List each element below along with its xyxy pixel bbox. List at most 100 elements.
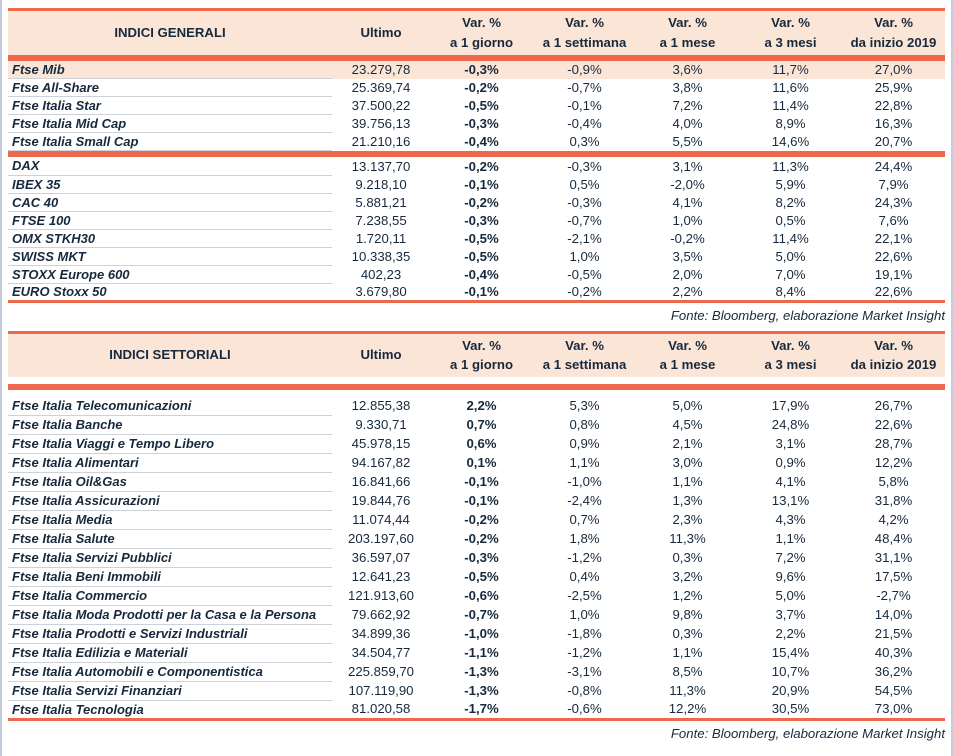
var-cell: 24,3% bbox=[874, 194, 913, 210]
index-name-cell: EURO Stoxx 50 bbox=[8, 283, 332, 302]
var-cell: 48,4% bbox=[874, 531, 913, 547]
header-row: INDICI SETTORIALI Ultimo Var. % a 1 giorn… bbox=[8, 332, 945, 378]
var-cell: -1,0% bbox=[567, 474, 602, 490]
indici-settoriali-table: INDICI SETTORIALI Ultimo Var. % a 1 giorn… bbox=[2, 330, 951, 721]
var-cell: -0,2% bbox=[464, 194, 499, 210]
var-cell: -0,3% bbox=[464, 212, 499, 228]
ultimo-cell: 10.338,35 bbox=[351, 248, 411, 264]
col-header-var-1-giorno: Var. % a 1 giorno bbox=[449, 15, 513, 50]
ultimo-cell: 12.855,38 bbox=[351, 398, 411, 414]
var-cell: 7,6% bbox=[878, 212, 909, 228]
table-row: STOXX Europe 600 402,23 -0,4% -0,5% 2,0% 7,0%… bbox=[8, 265, 945, 284]
var-cell: 3,6% bbox=[672, 62, 703, 78]
var-cell: 27,0% bbox=[874, 62, 913, 78]
var-cell: -0,1% bbox=[464, 176, 499, 192]
ultimo-cell: 225.859,70 bbox=[347, 664, 414, 680]
table-row: Ftse Italia Oil&Gas 16.841,66 -0,1% -1,0% 1,… bbox=[8, 472, 945, 492]
table-row: Ftse Italia Beni Immobili 12.641,23 -0,5% 0… bbox=[8, 567, 945, 587]
var-cell: -0,3% bbox=[567, 158, 602, 174]
col-header-var-1-settimana: Var. % a 1 settimana bbox=[542, 337, 627, 373]
var-cell: 25,9% bbox=[874, 80, 913, 96]
var-cell: 1,8% bbox=[569, 531, 600, 547]
var-cell: -0,2% bbox=[464, 512, 499, 528]
index-name-cell: SWISS MKT bbox=[8, 247, 332, 266]
var-cell: -0,3% bbox=[567, 194, 602, 210]
ultimo-cell: 402,23 bbox=[360, 266, 402, 282]
index-name-cell: Ftse Italia Salute bbox=[8, 529, 332, 549]
index-name-cell: CAC 40 bbox=[8, 193, 332, 212]
var-cell: -0,7% bbox=[464, 607, 499, 623]
var-cell: 31,1% bbox=[874, 550, 913, 566]
var-cell: 12,2% bbox=[668, 701, 707, 717]
table-row: Ftse Italia Mid Cap 39.756,13 -0,3% -0,4% 4,… bbox=[8, 114, 945, 134]
index-name-cell: Ftse Italia Edilizia e Materiali bbox=[8, 643, 332, 663]
var-cell: 8,5% bbox=[672, 664, 703, 680]
ultimo-cell: 25.369,74 bbox=[351, 80, 411, 96]
var-cell: -0,2% bbox=[567, 283, 602, 299]
var-cell: 9,8% bbox=[672, 607, 703, 623]
var-cell: 24,4% bbox=[874, 158, 913, 174]
index-name-cell: Ftse Italia Banche bbox=[8, 415, 332, 435]
table-row: Ftse Italia Salute 203.197,60 -0,2% 1,8% 11,… bbox=[8, 529, 945, 549]
var-cell: 22,6% bbox=[874, 417, 913, 433]
var-cell: -0,5% bbox=[464, 569, 499, 585]
table-row: Ftse Italia Servizi Pubblici 36.597,07 -0,… bbox=[8, 548, 945, 568]
var-cell: -1,8% bbox=[567, 626, 602, 642]
table-row: Ftse All-Share 25.369,74 -0,2% -0,7% 3,8% 11,… bbox=[8, 78, 945, 98]
var-cell: 12,2% bbox=[874, 455, 913, 471]
var-cell: 11,7% bbox=[772, 62, 809, 78]
var-cell: 1,1% bbox=[672, 474, 703, 490]
col-header-var-1-mese: Var. % a 1 mese bbox=[659, 337, 716, 373]
index-name-cell: Ftse Italia Moda Prodotti per la Casa e … bbox=[8, 605, 332, 625]
var-cell: -2,5% bbox=[567, 588, 602, 604]
var-cell: 40,3% bbox=[874, 645, 913, 661]
var-cell: -0,4% bbox=[464, 266, 499, 282]
var-cell: -2,0% bbox=[670, 176, 705, 192]
var-cell: 4,1% bbox=[672, 194, 703, 210]
col-header-var-inizio-2019: Var. % da inizio 2019 bbox=[850, 337, 937, 373]
var-cell: 1,1% bbox=[672, 645, 703, 661]
var-cell: 2,2% bbox=[466, 398, 497, 414]
var-cell: 1,0% bbox=[672, 212, 703, 228]
index-name-cell: Ftse Italia Commercio bbox=[8, 586, 332, 606]
var-cell: 2,3% bbox=[672, 512, 703, 528]
ultimo-cell: 16.841,66 bbox=[351, 474, 411, 490]
col-header-var-1-settimana: Var. % a 1 settimana bbox=[542, 15, 627, 50]
var-cell: 4,5% bbox=[672, 417, 703, 433]
index-name-cell: Ftse Italia Beni Immobili bbox=[8, 567, 332, 587]
ultimo-cell: 23.279,78 bbox=[351, 62, 411, 78]
ultimo-cell: 34.899,36 bbox=[351, 626, 411, 642]
index-name-cell: OMX STKH30 bbox=[8, 229, 332, 248]
var-cell: 0,4% bbox=[569, 569, 600, 585]
index-name-cell: Ftse Italia Media bbox=[8, 510, 332, 530]
ultimo-cell: 121.913,60 bbox=[347, 588, 414, 604]
var-cell: 22,1% bbox=[874, 230, 913, 246]
index-name-cell: Ftse Italia Telecomunicazioni bbox=[8, 396, 332, 416]
var-cell: 0,3% bbox=[672, 550, 703, 566]
var-cell: -1,3% bbox=[464, 683, 499, 699]
var-cell: -0,9% bbox=[567, 62, 602, 78]
index-name-cell: Ftse Italia Automobili e Componentistica bbox=[8, 662, 332, 682]
index-name-cell: FTSE 100 bbox=[8, 211, 332, 230]
var-cell: 0,5% bbox=[775, 212, 806, 228]
var-cell: -0,2% bbox=[464, 80, 499, 96]
var-cell: 14,6% bbox=[771, 134, 810, 150]
ultimo-cell: 79.662,92 bbox=[351, 607, 411, 623]
double-line bbox=[8, 54, 945, 61]
indices-table: INDICI GENERALI Ultimo Var. % a 1 giorno … bbox=[8, 8, 945, 303]
col-header-var-inizio-2019: Var. % da inizio 2019 bbox=[850, 15, 937, 50]
var-cell: -1,1% bbox=[464, 645, 499, 661]
var-cell: 3,8% bbox=[672, 80, 703, 96]
var-cell: 4,1% bbox=[775, 474, 806, 490]
var-cell: 3,5% bbox=[672, 248, 703, 264]
ultimo-cell: 9.218,10 bbox=[355, 176, 407, 192]
var-cell: 0,7% bbox=[569, 512, 600, 528]
var-cell: -1,7% bbox=[464, 701, 499, 717]
table-row: Ftse Italia Automobili e Componentistica… bbox=[8, 662, 945, 682]
var-cell: 31,8% bbox=[874, 493, 913, 509]
var-cell: 1,2% bbox=[672, 588, 703, 604]
var-cell: 2,2% bbox=[672, 283, 703, 299]
var-cell: 5,0% bbox=[775, 588, 806, 604]
var-cell: 1,1% bbox=[775, 531, 806, 547]
var-cell: -1,0% bbox=[464, 626, 499, 642]
